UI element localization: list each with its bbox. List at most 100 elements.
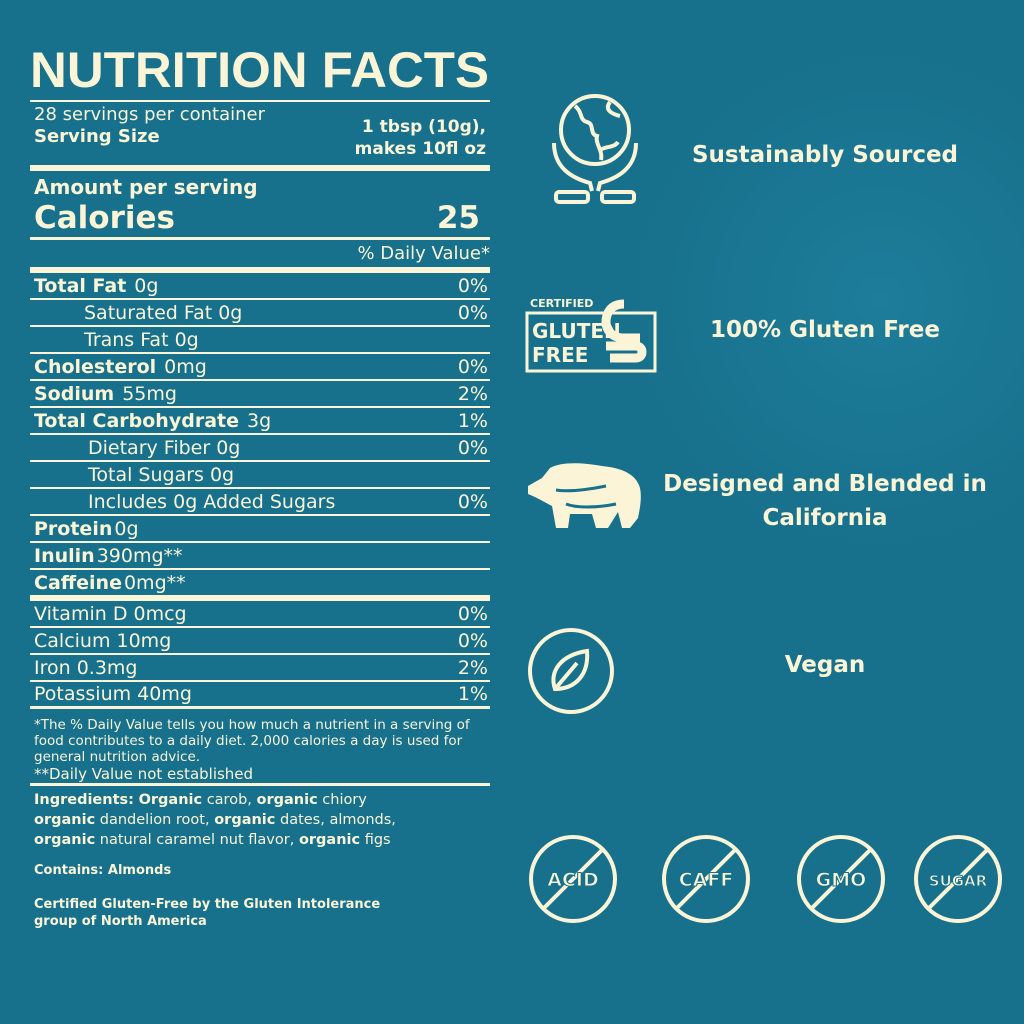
ingredient-text: organic <box>298 832 361 848</box>
ingredient-text: chiory <box>317 792 372 808</box>
nutrient-daily-value: 2% <box>457 383 488 405</box>
nutrient-row: Cholesterol 0mg 0% <box>30 354 490 381</box>
nutrient-daily-value: 0% <box>457 603 488 625</box>
nutrient-label: Protein 0g <box>34 517 139 541</box>
nutrient-name: Trans Fat 0g <box>84 329 199 351</box>
nutrient-label: Sodium 55mg <box>34 382 177 406</box>
daily-value-header: % Daily Value* <box>357 243 490 264</box>
no-caff-icon: CAFF <box>662 835 750 923</box>
badge-text: ACID <box>547 869 599 891</box>
nutrient-row: Sodium 55mg 2% <box>30 381 490 408</box>
nutrient-row: Potassium 40mg 1% <box>30 682 490 709</box>
nutrient-daily-value: 0% <box>457 491 488 513</box>
nutrient-name: Iron 0.3mg <box>34 657 138 679</box>
bear-icon <box>528 463 641 528</box>
ingredient-text: organic <box>256 792 318 808</box>
nutrient-row: Dietary Fiber 0g 0% <box>30 435 490 462</box>
ingredient-text: dates, almonds, <box>275 812 401 828</box>
leaf-icon <box>528 628 614 714</box>
gluten-certification: Certified Gluten-Free by the Gluten Into… <box>34 897 381 929</box>
nutrient-row: Inulin 390mg** <box>30 543 490 570</box>
nutrient-label: Total Carbohydrate 3g <box>34 409 271 433</box>
no-gmo-icon: GMO <box>797 835 885 923</box>
nutrition-title: NUTRITION FACTS <box>30 42 489 98</box>
allergen-contains: Contains: Almonds <box>34 863 172 878</box>
nutrient-row: Trans Fat 0g <box>30 327 490 354</box>
nutrient-label: Calcium 10mg <box>34 629 173 653</box>
daily-value-footnote: *The % Daily Value tells you how much a … <box>34 717 470 765</box>
no-sugar-icon: SUGAR <box>914 835 1002 923</box>
certified-gluten-free-icon: CERTIFIED GLUTEN FREE <box>525 297 657 373</box>
nutrient-label: Inulin 390mg** <box>34 544 183 568</box>
nutrient-label: Iron 0.3mg <box>34 656 140 680</box>
divider-thick <box>30 165 490 171</box>
serving-info: 28 servings per container Serving Size 1… <box>30 102 490 165</box>
no-acid-icon: ACID <box>529 835 617 923</box>
divider <box>30 100 490 102</box>
amount-per-serving: Amount per serving <box>34 175 258 199</box>
badge-free: FREE <box>532 343 588 367</box>
nutrient-row: Calcium 10mg 0% <box>30 628 490 655</box>
serving-size-label: Serving Size <box>34 126 160 147</box>
nutrient-row: Caffeine 0mg** <box>30 570 490 601</box>
nutrient-row: Iron 0.3mg 2% <box>30 655 490 682</box>
nutrient-daily-value: 0% <box>457 275 488 297</box>
nutrient-name: Inulin <box>34 545 95 567</box>
nutrient-name: Saturated Fat 0g <box>84 302 243 324</box>
badge-text: SUGAR <box>929 872 988 890</box>
nutrient-rows: Total Fat 0g 0% Saturated Fat 0g 0% Trans Fat… <box>30 273 490 709</box>
nutrient-amount: 3g <box>246 410 272 432</box>
nutrient-name: Vitamin D 0mcg <box>34 603 187 625</box>
dv-not-established-footnote: **Daily Value not established <box>34 765 254 783</box>
ingredient-text: organic <box>34 832 96 848</box>
ingredient-text: Organic <box>138 792 203 808</box>
nutrient-name: Calcium 10mg <box>34 630 172 652</box>
nutrient-daily-value: 0% <box>457 302 488 324</box>
divider <box>30 237 490 240</box>
nutrient-amount: 0g <box>134 275 159 297</box>
nutrient-name: Total Sugars 0g <box>88 464 235 486</box>
feature-label: Vegan <box>784 652 866 678</box>
feature-label: Sustainably Sourced <box>691 142 959 168</box>
globe-hands-icon <box>552 94 638 204</box>
nutrient-name: Protein <box>34 518 113 540</box>
nutrient-row: Total Fat 0g 0% <box>30 273 490 300</box>
badge-text: CAFF <box>679 869 734 891</box>
nutrient-amount: 0g <box>114 518 139 540</box>
ingredients-label: Ingredients: <box>34 792 134 808</box>
calories-value: 25 <box>436 200 480 236</box>
nutrient-row: Includes 0g Added Sugars 0% <box>30 489 490 516</box>
nutrient-name: Includes 0g Added Sugars <box>88 491 336 513</box>
nutrient-daily-value: 0% <box>457 437 488 459</box>
servings-per-container: 28 servings per container <box>34 104 265 125</box>
serving-size-value-2: makes 10fl oz <box>354 139 486 159</box>
nutrient-label: Total Sugars 0g <box>88 463 242 487</box>
ingredient-text: carob, <box>202 792 257 808</box>
nutrient-row: Total Carbohydrate 3g 1% <box>30 408 490 435</box>
nutrient-name: Cholesterol <box>34 356 157 378</box>
feature-label: Designed and Blended in California <box>663 471 987 531</box>
nutrient-row: Protein 0g <box>30 516 490 543</box>
badge-certified: CERTIFIED <box>530 297 593 310</box>
nutrient-name: Total Fat <box>34 275 127 297</box>
nutrient-row: Total Sugars 0g <box>30 462 490 489</box>
nutrient-amount: 0mg** <box>123 572 186 594</box>
nutrient-label: Caffeine 0mg** <box>34 571 186 595</box>
nutrient-daily-value: 1% <box>457 410 488 432</box>
nutrient-label: Vitamin D 0mcg <box>34 602 189 626</box>
serving-size-value: 1 tbsp (10g), <box>361 117 486 137</box>
nutrient-label: Saturated Fat 0g <box>84 301 250 325</box>
feature-label: 100% Gluten Free <box>710 317 940 343</box>
calories-block: Amount per serving Calories 25 <box>30 171 490 237</box>
nutrient-label: Includes 0g Added Sugars <box>88 490 343 514</box>
nutrient-daily-value: 2% <box>457 657 488 679</box>
nutrient-name: Dietary Fiber 0g <box>88 437 241 459</box>
ingredients: Ingredients: Organic carob, organic chio… <box>30 786 490 850</box>
nutrient-daily-value: 1% <box>457 683 488 705</box>
ingredient-text: organic <box>214 812 276 828</box>
nutrient-row: Saturated Fat 0g 0% <box>30 300 490 327</box>
nutrient-row: Vitamin D 0mcg 0% <box>30 601 490 628</box>
badge-text: GMO <box>816 869 867 891</box>
nutrient-name: Potassium 40mg <box>34 683 192 705</box>
nutrition-facts-panel: NUTRITION FACTS 28 servings per containe… <box>30 40 490 930</box>
